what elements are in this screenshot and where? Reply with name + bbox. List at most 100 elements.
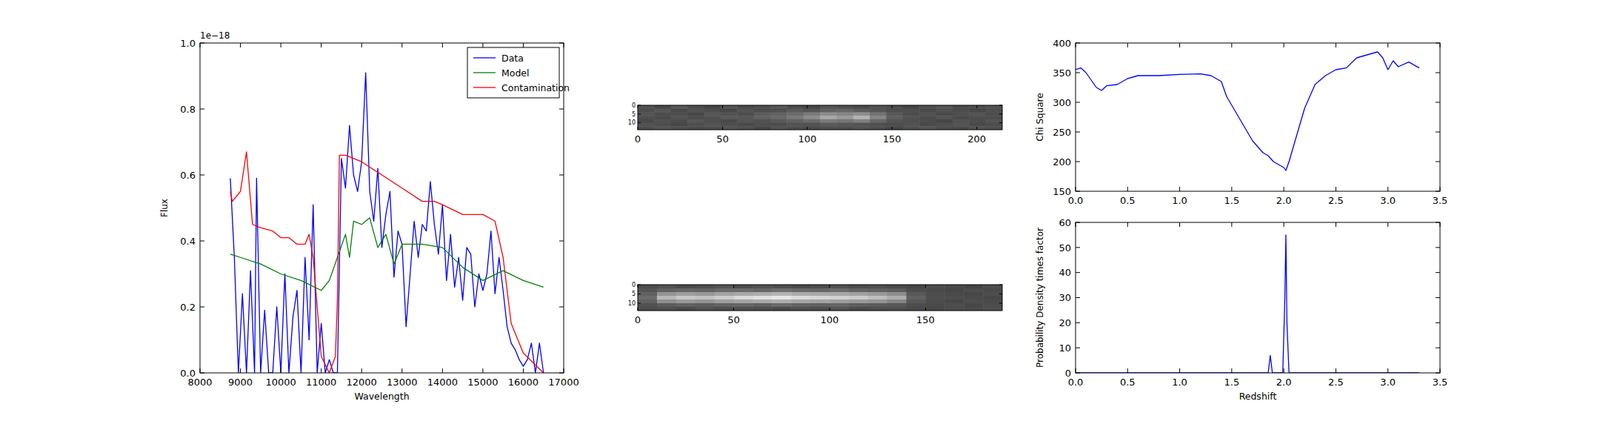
x-tick-label: 3.5 — [1432, 376, 1449, 388]
y-tick — [637, 113, 641, 115]
cell — [637, 295, 658, 300]
cell — [968, 125, 986, 130]
cell — [968, 115, 986, 120]
x-tick — [1283, 186, 1285, 192]
cell — [687, 111, 705, 116]
cell — [919, 105, 937, 109]
x-tick — [828, 284, 830, 288]
y-tick-label: 5 — [631, 111, 636, 118]
y-tick-label: 0 — [631, 281, 636, 289]
x-tick-label: 1.0 — [1171, 194, 1188, 206]
cell — [885, 111, 903, 116]
y-tick — [1435, 131, 1440, 133]
cell — [695, 291, 715, 297]
cell — [936, 105, 954, 109]
cell — [902, 105, 920, 109]
cell — [657, 302, 677, 308]
cell — [657, 295, 677, 300]
cell — [853, 122, 871, 127]
cell — [637, 302, 658, 308]
cell — [868, 288, 888, 293]
cell — [786, 119, 804, 123]
cell — [853, 108, 871, 113]
cell — [820, 115, 838, 120]
cell — [848, 306, 869, 311]
x-axis-label: Redshift — [1239, 390, 1278, 402]
cell — [982, 302, 1003, 308]
x-tick-label: 50 — [716, 133, 729, 145]
cell — [771, 295, 792, 300]
cell — [985, 108, 1003, 113]
y-tick — [1075, 222, 1080, 223]
y-tick-label: 0.4 — [180, 235, 196, 247]
x-tick — [891, 126, 893, 130]
x-tick-label: 11000 — [305, 376, 337, 388]
cell — [791, 284, 811, 289]
cell — [703, 105, 721, 109]
cell — [671, 105, 689, 109]
x-tick-label: 3.5 — [1432, 194, 1449, 206]
cell — [803, 119, 821, 123]
cell — [868, 291, 888, 297]
x-tick-label: 2.5 — [1328, 376, 1344, 388]
cell — [791, 291, 811, 297]
x-tick-label: 10000 — [265, 376, 296, 388]
y-tick — [1435, 322, 1440, 323]
cell — [829, 306, 849, 311]
y-tick-label: 150 — [1052, 185, 1072, 198]
cell — [720, 111, 738, 116]
cell — [752, 295, 772, 300]
chart-0: 8000900010000110001200013000140001500016… — [159, 30, 580, 402]
cell — [925, 291, 945, 297]
y-tick — [999, 302, 1003, 304]
x-tick — [1179, 42, 1180, 48]
y-tick-label: 0.0 — [180, 367, 196, 379]
cell — [786, 111, 804, 116]
cell — [836, 125, 854, 130]
x-tick-label: 0.5 — [1120, 194, 1136, 206]
y-tick — [1435, 347, 1440, 349]
cell — [676, 291, 696, 297]
cell — [637, 288, 658, 293]
cell — [637, 111, 655, 116]
cell — [885, 122, 903, 127]
cell — [868, 284, 888, 289]
x-tick — [320, 368, 322, 373]
cell — [906, 306, 926, 311]
cell — [869, 111, 887, 116]
cell — [869, 108, 887, 113]
cell — [985, 119, 1003, 123]
cell — [771, 288, 792, 293]
x-tick — [828, 307, 830, 311]
x-tick — [976, 105, 978, 109]
cell — [810, 302, 830, 308]
cell — [810, 284, 830, 289]
cell — [848, 295, 869, 300]
x-tick — [280, 368, 282, 373]
x-tick — [1075, 186, 1077, 192]
cell — [714, 288, 735, 293]
cell — [919, 125, 937, 130]
legend-swatch — [473, 71, 496, 73]
cell — [771, 299, 792, 304]
cell — [654, 115, 672, 120]
x-tick — [240, 368, 241, 373]
plot-area — [1075, 234, 1420, 373]
cell — [885, 115, 903, 120]
cell — [754, 119, 772, 123]
x-tick-label: 150 — [882, 133, 902, 145]
y-tick — [559, 240, 564, 242]
cell — [770, 108, 788, 113]
x-tick — [401, 368, 403, 373]
cell — [637, 284, 658, 289]
x-tick — [1283, 42, 1285, 48]
y-tick — [200, 108, 205, 110]
x-tick — [482, 368, 483, 373]
y-tick — [200, 240, 205, 242]
y-tick — [200, 42, 205, 44]
y-tick-label: 5 — [631, 290, 636, 298]
cell — [737, 119, 755, 123]
cell — [968, 119, 986, 123]
cell — [654, 122, 672, 127]
cell — [695, 288, 715, 293]
